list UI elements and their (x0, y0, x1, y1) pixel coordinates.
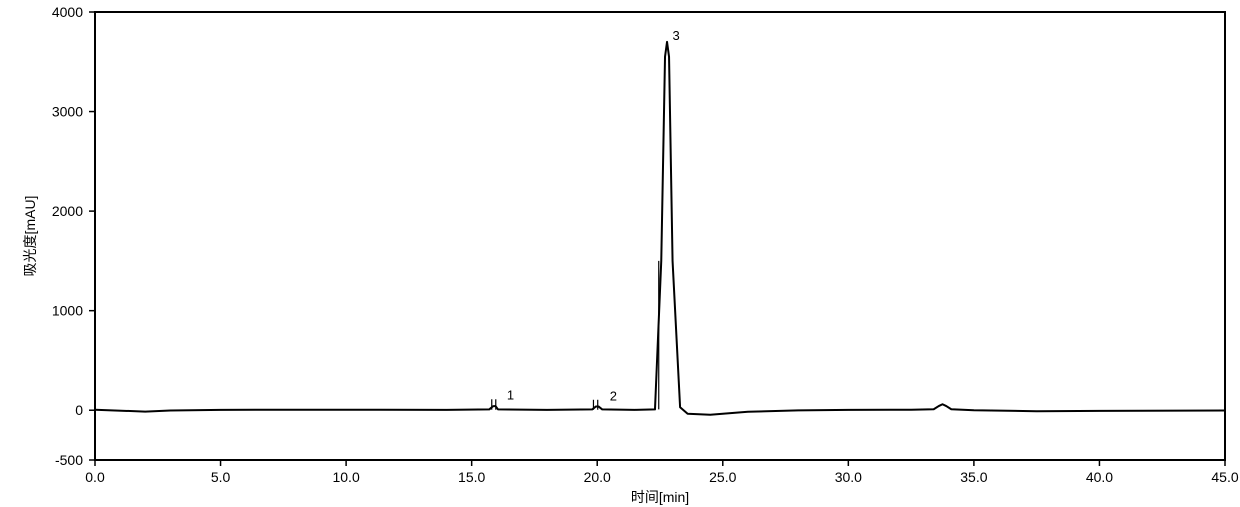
x-tick-label: 40.0 (1086, 469, 1113, 485)
y-tick-label: 1000 (52, 303, 83, 319)
peak-label: 1 (507, 387, 514, 402)
x-tick-label: 45.0 (1211, 469, 1238, 485)
chart-svg: 0.0 5.0 10.0 15.0 20.0 25.0 30.0 35.0 40.0 45.0 -5… (0, 0, 1240, 507)
y-tick-label: 3000 (52, 104, 83, 120)
peak-label: 2 (610, 388, 617, 403)
x-tick-label: 10.0 (332, 469, 359, 485)
y-tick-label: 4000 (52, 4, 83, 20)
y-tick-label: 0 (75, 402, 83, 418)
x-tick-label: 20.0 (584, 469, 611, 485)
y-tick-label: 2000 (52, 203, 83, 219)
x-tick-label: 5.0 (211, 469, 231, 485)
x-tick-label: 25.0 (709, 469, 736, 485)
x-axis-label: 时间[min] (631, 489, 689, 505)
y-tick-label: -500 (55, 452, 83, 468)
x-tick-label: 30.0 (835, 469, 862, 485)
chromatogram-chart: 0.0 5.0 10.0 15.0 20.0 25.0 30.0 35.0 40.0 45.0 -5… (0, 0, 1240, 507)
x-tick-label: 15.0 (458, 469, 485, 485)
x-tick-label: 0.0 (85, 469, 105, 485)
x-tick-label: 35.0 (960, 469, 987, 485)
peak-label: 3 (673, 28, 680, 43)
y-axis-label: 吸光度[mAU] (22, 196, 38, 277)
